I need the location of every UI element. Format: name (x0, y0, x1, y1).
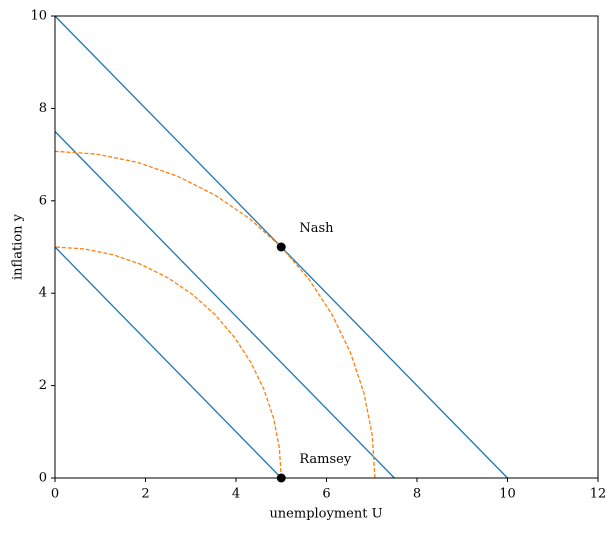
y-tick-label: 2 (39, 378, 47, 393)
y-tick-label: 6 (39, 193, 47, 208)
y-tick-label: 8 (39, 101, 47, 116)
x-tick-label: 10 (499, 487, 516, 502)
y-tick-label: 4 (39, 286, 47, 301)
x-tick-label: 0 (51, 487, 59, 502)
annotation: Nash (299, 221, 334, 236)
curve (54, 246, 282, 479)
x-axis-label: unemployment U (269, 507, 382, 522)
y-tick-label: 0 (39, 471, 47, 486)
x-tick-label: 12 (590, 487, 607, 502)
point (276, 242, 286, 252)
x-tick-label: 2 (141, 487, 149, 502)
plot-frame (54, 15, 599, 479)
y-axis-label: inflation y (11, 213, 26, 280)
x-tick-label: 4 (232, 487, 240, 502)
x-tick-label: 8 (413, 487, 421, 502)
y-tick-label: 10 (30, 9, 47, 24)
curve (54, 246, 282, 479)
annotation: Ramsey (299, 452, 352, 467)
x-tick-label: 6 (322, 487, 330, 502)
curve (54, 131, 395, 479)
